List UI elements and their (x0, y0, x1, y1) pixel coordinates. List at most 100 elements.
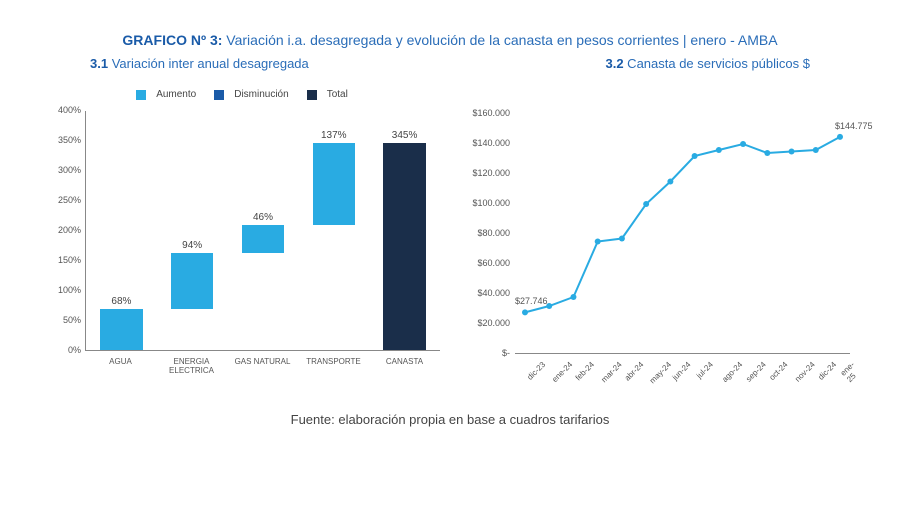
y-tick-label: 150% (51, 255, 81, 265)
line-marker (789, 149, 795, 155)
line-marker (570, 294, 576, 300)
line-x-label: feb-24 (574, 360, 596, 382)
point-label: $27.746 (515, 296, 548, 306)
legend-swatch (214, 90, 224, 100)
legend-item: Disminución (214, 89, 294, 100)
y-tick-label: $80.000 (460, 228, 510, 238)
line-marker (764, 150, 770, 156)
bar-column: 46% (228, 111, 299, 350)
bar-stack: 68% (100, 309, 142, 350)
legend-label: Aumento (156, 89, 196, 100)
line-marker (740, 141, 746, 147)
line-x-label: oct-24 (768, 360, 790, 382)
bar-stack: 345% (383, 143, 425, 349)
bar-chart: Aumento Disminución Total 0% 50% 100% 150% 200… (50, 89, 440, 394)
bar-column: 345% (369, 111, 440, 350)
line-x-label: may-24 (648, 360, 673, 385)
bar-spacer (171, 309, 213, 350)
y-tick-label: $120.000 (460, 168, 510, 178)
bar-spacer (313, 225, 355, 349)
bar-segment (100, 309, 142, 350)
y-tick-label: $- (460, 348, 510, 358)
subtitle-row: 3.1 Variación inter anual desagregada 3.… (50, 48, 850, 71)
legend-item: Aumento (136, 89, 202, 100)
legend-swatch (136, 90, 146, 100)
line-x-label: ene-24 (551, 360, 575, 384)
y-tick-label: $160.000 (460, 108, 510, 118)
y-tick-label: $140.000 (460, 138, 510, 148)
legend-swatch (307, 90, 317, 100)
line-x-labels: dic-23ene-24feb-24mar-24abr-24may-24jun-… (515, 354, 850, 394)
line-svg (515, 114, 850, 353)
line-x-label: jul-24 (694, 360, 714, 380)
legend-item: Total (307, 89, 354, 100)
bar-value-label: 345% (392, 130, 418, 141)
bar-value-label: 68% (111, 296, 131, 307)
y-tick-label: $40.000 (460, 288, 510, 298)
y-tick-label: 100% (51, 285, 81, 295)
bar-value-label: 46% (253, 212, 273, 223)
bar-column: 68% (86, 111, 157, 350)
y-tick-label: 200% (51, 225, 81, 235)
sub2-text: Canasta de servicios públicos $ (624, 56, 810, 71)
bar-segment (383, 143, 425, 349)
line-marker (837, 134, 843, 140)
line-x-label: nov-24 (793, 360, 817, 384)
bar-spacer (242, 253, 284, 350)
line-marker (595, 239, 601, 245)
source-text: Fuente: elaboración propia en base a cua… (50, 412, 850, 427)
bar-segment (171, 253, 213, 309)
bar-x-label: AGUA (85, 351, 156, 375)
bar-segment (242, 225, 284, 252)
main-title: GRAFICO Nº 3: Variación i.a. desagregada… (50, 32, 850, 48)
line-marker (716, 147, 722, 153)
y-tick-label: 300% (51, 165, 81, 175)
line-x-label: mar-24 (599, 360, 623, 384)
charts-row: Aumento Disminución Total 0% 50% 100% 150% 200… (50, 89, 850, 394)
bar-x-label: ENERGIA ELECTRICA (156, 351, 227, 375)
bar-column: 94% (157, 111, 228, 350)
y-tick-label: 0% (51, 345, 81, 355)
title-rest: Variación i.a. desagregada y evolución d… (222, 32, 777, 48)
line-marker (813, 147, 819, 153)
y-tick-label: $20.000 (460, 318, 510, 328)
y-tick-label: 400% (51, 105, 81, 115)
bar-stack: 46% (242, 225, 284, 349)
y-tick-label: $100.000 (460, 198, 510, 208)
legend-label: Disminución (234, 89, 288, 100)
figure-wrapper: GRAFICO Nº 3: Variación i.a. desagregada… (0, 0, 900, 447)
bar-x-label: CANASTA (369, 351, 440, 375)
line-x-label: jun-24 (671, 360, 693, 382)
title-block: GRAFICO Nº 3: Variación i.a. desagregada… (50, 32, 850, 71)
line-x-label: ene-25 (839, 360, 863, 384)
bar-x-label: TRANSPORTE (298, 351, 369, 375)
bar-value-label: 94% (182, 240, 202, 251)
line-marker (619, 236, 625, 242)
line-x-label: abr-24 (623, 360, 646, 383)
line-x-label: dic-24 (816, 360, 838, 382)
y-tick-label: $60.000 (460, 258, 510, 268)
line-marker (667, 179, 673, 185)
subtitle-right: 3.2 Canasta de servicios públicos $ (605, 56, 810, 71)
bar-segment (313, 143, 355, 225)
bar-stack: 137% (313, 143, 355, 349)
bar-stack: 94% (171, 253, 213, 350)
line-chart: $- $20.000 $40.000 $60.000 $80.000 $100.000 $1… (460, 89, 850, 394)
y-tick-label: 350% (51, 135, 81, 145)
bar-value-label: 137% (321, 130, 347, 141)
line-marker (522, 309, 528, 315)
bar-column: 137% (298, 111, 369, 350)
legend-label: Total (327, 89, 348, 100)
title-bold: GRAFICO Nº 3: (122, 32, 222, 48)
line-marker (643, 201, 649, 207)
point-label: $144.775 (835, 121, 873, 131)
sub1-text: Variación inter anual desagregada (108, 56, 309, 71)
line-marker (692, 153, 698, 159)
bar-plot-area: 0%50%100%150%200%250%300%350%400% 68%94%… (85, 111, 440, 351)
line-x-label: dic-23 (525, 360, 547, 382)
sub2-bold: 3.2 (605, 56, 623, 71)
y-tick-label: 50% (51, 315, 81, 325)
y-tick-label: 250% (51, 195, 81, 205)
line-plot-area: $-$20.000$40.000$60.000$80.000$100.000$1… (515, 114, 850, 354)
line-x-label: sep-24 (744, 360, 768, 384)
